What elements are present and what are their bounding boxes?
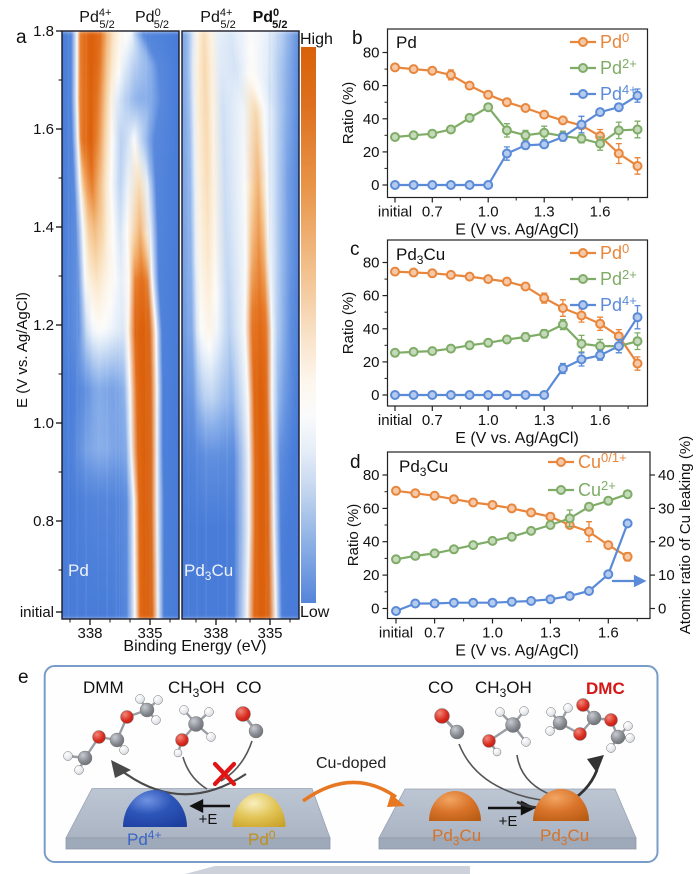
svg-text:E (V vs. Ag/AgCl): E (V vs. Ag/AgCl) xyxy=(14,292,31,408)
svg-text:DMC: DMC xyxy=(586,679,625,698)
svg-text:Pd0: Pd0 xyxy=(600,241,629,263)
svg-text:1.0: 1.0 xyxy=(482,625,503,642)
svg-text:30: 30 xyxy=(658,500,675,517)
svg-text:CO: CO xyxy=(236,678,262,697)
svg-text:High: High xyxy=(300,31,333,48)
svg-text:1.0: 1.0 xyxy=(478,204,499,221)
svg-text:c: c xyxy=(350,239,360,260)
svg-text:60: 60 xyxy=(363,288,380,305)
svg-text:Pd: Pd xyxy=(396,33,417,52)
svg-text:CH3OH: CH3OH xyxy=(168,678,225,700)
svg-text:1.8: 1.8 xyxy=(33,23,54,40)
svg-text:Pd3Cu: Pd3Cu xyxy=(184,561,233,583)
svg-text:DMM: DMM xyxy=(83,678,124,697)
svg-text:e: e xyxy=(18,667,29,688)
svg-text:Pd3Cu: Pd3Cu xyxy=(399,457,448,479)
svg-text:0: 0 xyxy=(371,601,379,618)
svg-text:Binding Energy (eV): Binding Energy (eV) xyxy=(123,638,266,655)
svg-text:Cu-doped: Cu-doped xyxy=(316,755,386,772)
svg-text:1.6: 1.6 xyxy=(590,412,611,429)
svg-text:1.6: 1.6 xyxy=(598,625,619,642)
svg-text:Atomic ratio of Cu leaking (%): Atomic ratio of Cu leaking (%) xyxy=(677,436,694,634)
svg-text:0.7: 0.7 xyxy=(424,625,445,642)
svg-text:E (V vs. Ag/AgCl): E (V vs. Ag/AgCl) xyxy=(455,222,579,239)
svg-text:60: 60 xyxy=(363,500,380,517)
svg-text:1.3: 1.3 xyxy=(534,204,555,221)
svg-text:Pd3Cu: Pd3Cu xyxy=(432,826,481,848)
svg-text:0.8: 0.8 xyxy=(33,513,54,530)
svg-text:338: 338 xyxy=(77,625,102,642)
svg-text:Pd3Cu: Pd3Cu xyxy=(540,826,589,848)
svg-text:1.6: 1.6 xyxy=(590,204,611,221)
svg-text:CO: CO xyxy=(428,678,454,697)
svg-text:40: 40 xyxy=(658,467,675,484)
svg-text:Ratio (%): Ratio (%) xyxy=(345,504,362,567)
svg-text:10: 10 xyxy=(658,567,675,584)
svg-text:b: b xyxy=(352,28,363,49)
svg-text:1.3: 1.3 xyxy=(534,412,555,429)
svg-text:20: 20 xyxy=(363,354,380,371)
svg-text:+E: +E xyxy=(499,813,518,830)
svg-text:1.0: 1.0 xyxy=(478,412,499,429)
svg-text:1.0: 1.0 xyxy=(33,415,54,432)
svg-text:1.6: 1.6 xyxy=(33,121,54,138)
svg-text:335: 335 xyxy=(137,625,162,642)
svg-text:0.7: 0.7 xyxy=(422,204,443,221)
svg-text:20: 20 xyxy=(363,144,380,161)
svg-text:40: 40 xyxy=(363,321,380,338)
svg-text:Low: Low xyxy=(300,604,330,621)
svg-text:0: 0 xyxy=(371,387,379,404)
svg-text:initial: initial xyxy=(379,625,413,642)
svg-text:initial: initial xyxy=(20,604,54,621)
svg-text:1.2: 1.2 xyxy=(33,317,54,334)
svg-text:338: 338 xyxy=(203,625,228,642)
svg-text:Ratio (%): Ratio (%) xyxy=(340,82,357,145)
svg-text:1.4: 1.4 xyxy=(33,219,54,236)
svg-text:CH3OH: CH3OH xyxy=(475,678,532,700)
svg-text:E (V vs. Ag/AgCl): E (V vs. Ag/AgCl) xyxy=(455,430,579,447)
svg-text:d: d xyxy=(350,452,361,473)
svg-text:20: 20 xyxy=(363,567,380,584)
svg-text:0.7: 0.7 xyxy=(422,412,443,429)
svg-text:E (V vs. Ag/AgCl): E (V vs. Ag/AgCl) xyxy=(455,643,579,660)
svg-text:initial: initial xyxy=(378,204,412,221)
svg-text:0: 0 xyxy=(658,601,666,618)
svg-text:1.3: 1.3 xyxy=(540,625,561,642)
svg-text:80: 80 xyxy=(363,255,380,272)
svg-text:80: 80 xyxy=(363,467,380,484)
svg-text:a: a xyxy=(16,27,27,48)
svg-text:Pd3Cu: Pd3Cu xyxy=(396,245,445,267)
svg-text:Pd0: Pd0 xyxy=(600,30,629,52)
svg-text:initial: initial xyxy=(378,412,412,429)
svg-text:80: 80 xyxy=(363,45,380,62)
svg-text:40: 40 xyxy=(363,111,380,128)
svg-text:Ratio (%): Ratio (%) xyxy=(340,292,357,355)
svg-text:60: 60 xyxy=(363,78,380,95)
svg-text:335: 335 xyxy=(257,625,282,642)
svg-text:40: 40 xyxy=(363,534,380,551)
svg-text:0: 0 xyxy=(371,177,379,194)
svg-text:20: 20 xyxy=(658,534,675,551)
svg-text:Pd: Pd xyxy=(68,561,89,580)
svg-text:+E: +E xyxy=(199,811,218,828)
